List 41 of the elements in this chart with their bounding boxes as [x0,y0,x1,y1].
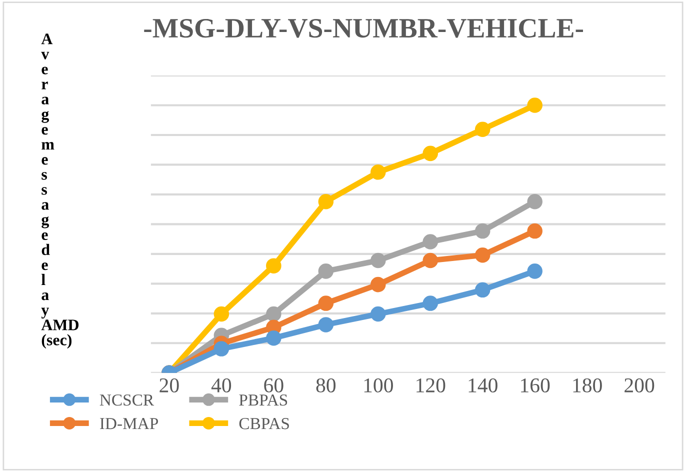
point [370,276,386,292]
x-tick-label: 140 [468,378,498,392]
point [370,252,386,268]
point [266,330,282,346]
point [318,317,334,332]
point [214,341,230,356]
chart-title: -MSG-DLY-VS-NUMBR-VEHICLE- [144,18,584,38]
point [422,234,438,250]
point [422,146,438,162]
point [214,306,230,322]
point [422,296,438,311]
point [318,264,334,279]
point [370,306,386,322]
x-tick-label: 20 [160,378,179,392]
x-tick-label: 40 [211,378,232,392]
point [318,296,334,311]
legend-label: ID-MAP [100,418,158,430]
point [474,122,490,137]
x-tick-label: 160 [521,378,550,392]
point [370,164,386,180]
x-tick-label: 200 [624,378,654,392]
point [474,223,490,239]
point [527,98,542,113]
legend-label: CBPAS [239,418,289,430]
point [422,252,438,268]
point [474,282,490,298]
text: Averagemessagedelay AMD (sec) [41,34,79,349]
point [318,194,334,210]
point [266,306,282,322]
legend-label: PBPAS [239,394,288,406]
x-tick-label: 100 [364,378,393,392]
point [474,247,490,263]
x-tick-label: 60 [264,378,284,392]
legend-label: NCSCR [100,394,154,406]
point [527,194,542,210]
x-tick-label: 80 [316,378,336,392]
x-tick-label: 180 [573,378,602,392]
point [266,258,282,274]
point [527,264,542,279]
point [527,223,542,239]
x-tick-label: 120 [416,378,446,392]
